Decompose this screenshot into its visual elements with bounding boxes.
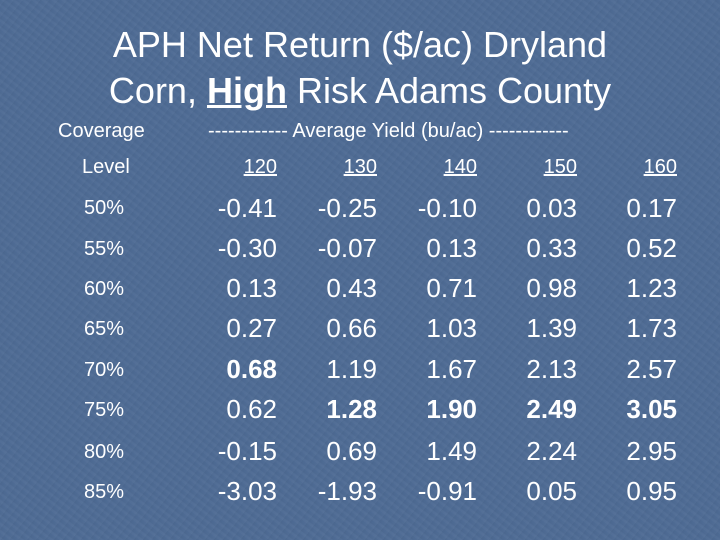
return-cell: 0.98 xyxy=(526,273,577,303)
return-cell: 0.17 xyxy=(626,193,677,223)
return-cell: 0.69 xyxy=(326,436,377,466)
title-highlight: High xyxy=(206,70,287,111)
coverage-header: Coverage xyxy=(58,120,145,142)
return-cell: 0.71 xyxy=(426,273,477,303)
return-cell: -0.10 xyxy=(417,193,477,223)
coverage-level-65: 65% xyxy=(84,318,125,340)
return-cell: 1.39 xyxy=(526,313,577,343)
return-cell: 1.23 xyxy=(626,273,677,303)
return-cell: 0.27 xyxy=(226,313,277,343)
return-cell: 0.66 xyxy=(326,313,377,343)
return-cell: 0.52 xyxy=(626,233,677,263)
return-cell: -3.03 xyxy=(217,476,277,506)
return-cell: 2.24 xyxy=(526,436,577,466)
return-cell: 2.49 xyxy=(526,394,577,424)
return-cell: -0.15 xyxy=(217,436,277,466)
return-cell: 2.13 xyxy=(526,354,577,384)
return-cell: 1.73 xyxy=(626,313,677,343)
coverage-level-70: 70% xyxy=(84,359,125,381)
return-cell: 2.95 xyxy=(626,436,677,466)
title-line-2: Corn, High Risk Adams County xyxy=(0,68,720,114)
return-cell: 1.28 xyxy=(326,394,377,424)
title-line-2-suffix: Risk Adams County xyxy=(286,70,612,111)
coverage-level-60: 60% xyxy=(84,278,125,300)
yield-header-150: 150 xyxy=(543,156,577,178)
return-cell: 0.68 xyxy=(226,354,277,384)
yield-header-120: 120 xyxy=(243,156,277,178)
title-line-2-prefix: Corn, xyxy=(108,70,207,111)
coverage-level-55: 55% xyxy=(84,238,125,260)
return-cell: 0.33 xyxy=(526,233,577,263)
return-cell: 1.03 xyxy=(426,313,477,343)
return-cell: -0.07 xyxy=(317,233,377,263)
return-cell: 0.03 xyxy=(526,193,577,223)
coverage-level-50: 50% xyxy=(84,197,125,219)
coverage-level-85: 85% xyxy=(84,481,125,503)
yield-header-140: 140 xyxy=(443,156,477,178)
title-line-1: APH Net Return ($/ac) Dryland xyxy=(112,24,608,65)
return-cell: 2.57 xyxy=(626,354,677,384)
return-cell: 0.13 xyxy=(426,233,477,263)
return-cell: -1.93 xyxy=(317,476,377,506)
return-cell: 1.90 xyxy=(426,394,477,424)
return-cell: 0.05 xyxy=(526,476,577,506)
slide-title: APH Net Return ($/ac) Dryland Corn, High… xyxy=(0,22,720,114)
return-cell: -0.41 xyxy=(217,193,277,223)
return-cell: 0.43 xyxy=(326,273,377,303)
return-cell: -0.91 xyxy=(417,476,477,506)
level-header: Level xyxy=(82,156,130,178)
coverage-level-75: 75% xyxy=(84,399,125,421)
return-cell: 1.19 xyxy=(326,354,377,384)
return-cell: 0.95 xyxy=(626,476,677,506)
return-cell: 0.13 xyxy=(226,273,277,303)
return-cell: 1.49 xyxy=(426,436,477,466)
yield-header-130: 130 xyxy=(343,156,377,178)
return-cell: -0.30 xyxy=(217,233,277,263)
coverage-level-80: 80% xyxy=(84,441,125,463)
average-yield-header: ------------ Average Yield (bu/ac) -----… xyxy=(208,120,569,142)
return-cell: 1.67 xyxy=(426,354,477,384)
return-cell: 0.62 xyxy=(226,394,277,424)
return-cell: 3.05 xyxy=(626,394,677,424)
yield-header-160: 160 xyxy=(643,156,677,178)
return-cell: -0.25 xyxy=(317,193,377,223)
